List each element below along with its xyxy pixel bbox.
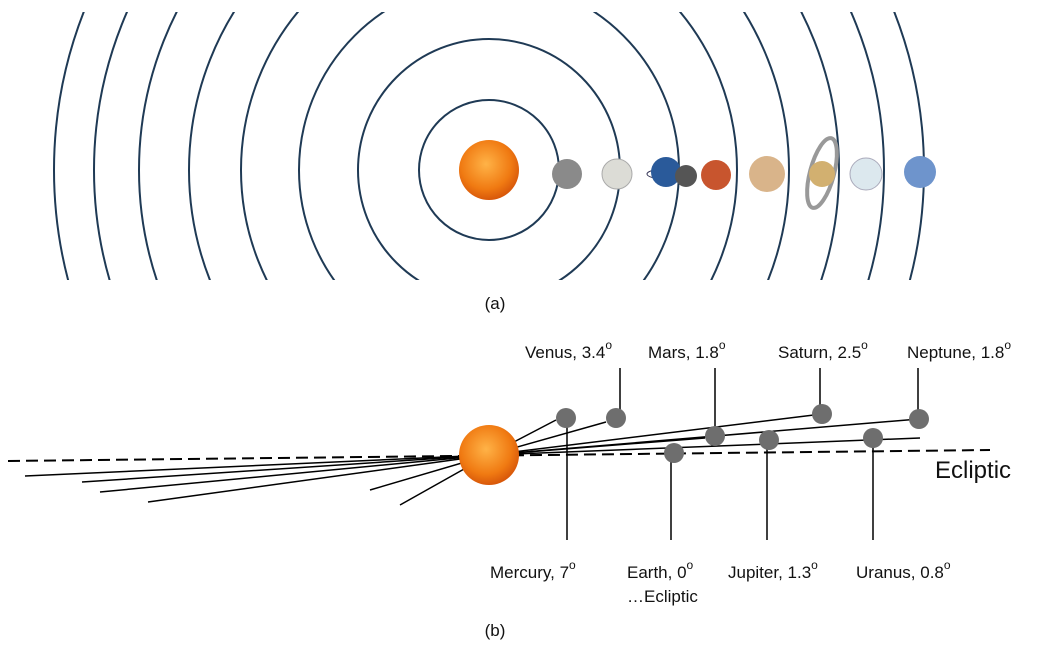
uranus: [850, 158, 882, 190]
label-text: Mercury, 7: [490, 563, 569, 582]
planet-label: Neptune, 1.8o: [907, 338, 1011, 362]
label-text: Neptune, 1.8: [907, 343, 1004, 362]
degree-mark: o: [605, 338, 612, 352]
planet-label: Saturn, 2.5o: [778, 338, 868, 362]
planet-label: Jupiter, 1.3o: [728, 558, 818, 582]
label-text: Mars, 1.8: [648, 343, 719, 362]
degree-mark: o: [1004, 338, 1011, 352]
label-text: Uranus, 0.8: [856, 563, 944, 582]
degree-mark: o: [944, 558, 951, 572]
saturn: [809, 161, 835, 187]
degree-mark: o: [569, 558, 576, 572]
caption-b: (b): [485, 621, 506, 640]
moon: [675, 165, 697, 187]
sun: [459, 140, 519, 200]
planet-label: Mars, 1.8o: [648, 338, 726, 362]
orbit: [189, 0, 789, 470]
diagram: (a) Ecliptic Venus, 3.4oMars, 1.8oSaturn…: [0, 0, 1047, 649]
label-text: Venus, 3.4: [525, 343, 605, 362]
label-text: Saturn, 2.5: [778, 343, 861, 362]
ecliptic-label: Ecliptic: [935, 457, 1011, 484]
mars: [701, 160, 731, 190]
degree-mark: o: [719, 338, 726, 352]
caption-a: (a): [485, 294, 506, 313]
neptune: [904, 156, 936, 188]
degree-mark: o: [861, 338, 868, 352]
degree-mark: o: [811, 558, 818, 572]
label-text: Earth, 0: [627, 563, 687, 582]
jupiter: [749, 156, 785, 192]
planet-label: Mercury, 7o: [490, 558, 576, 582]
degree-mark: o: [687, 558, 694, 572]
planet-label: Earth, 0o: [627, 558, 694, 582]
label-text: Jupiter, 1.3: [728, 563, 811, 582]
mercury: [552, 159, 582, 189]
sun-side: [459, 425, 519, 485]
venus: [602, 159, 632, 189]
planet-label: Venus, 3.4o: [525, 338, 612, 362]
planets-top-view: [459, 135, 936, 211]
planet-label: Uranus, 0.8o: [856, 558, 951, 582]
label-note: …Ecliptic: [627, 587, 698, 606]
